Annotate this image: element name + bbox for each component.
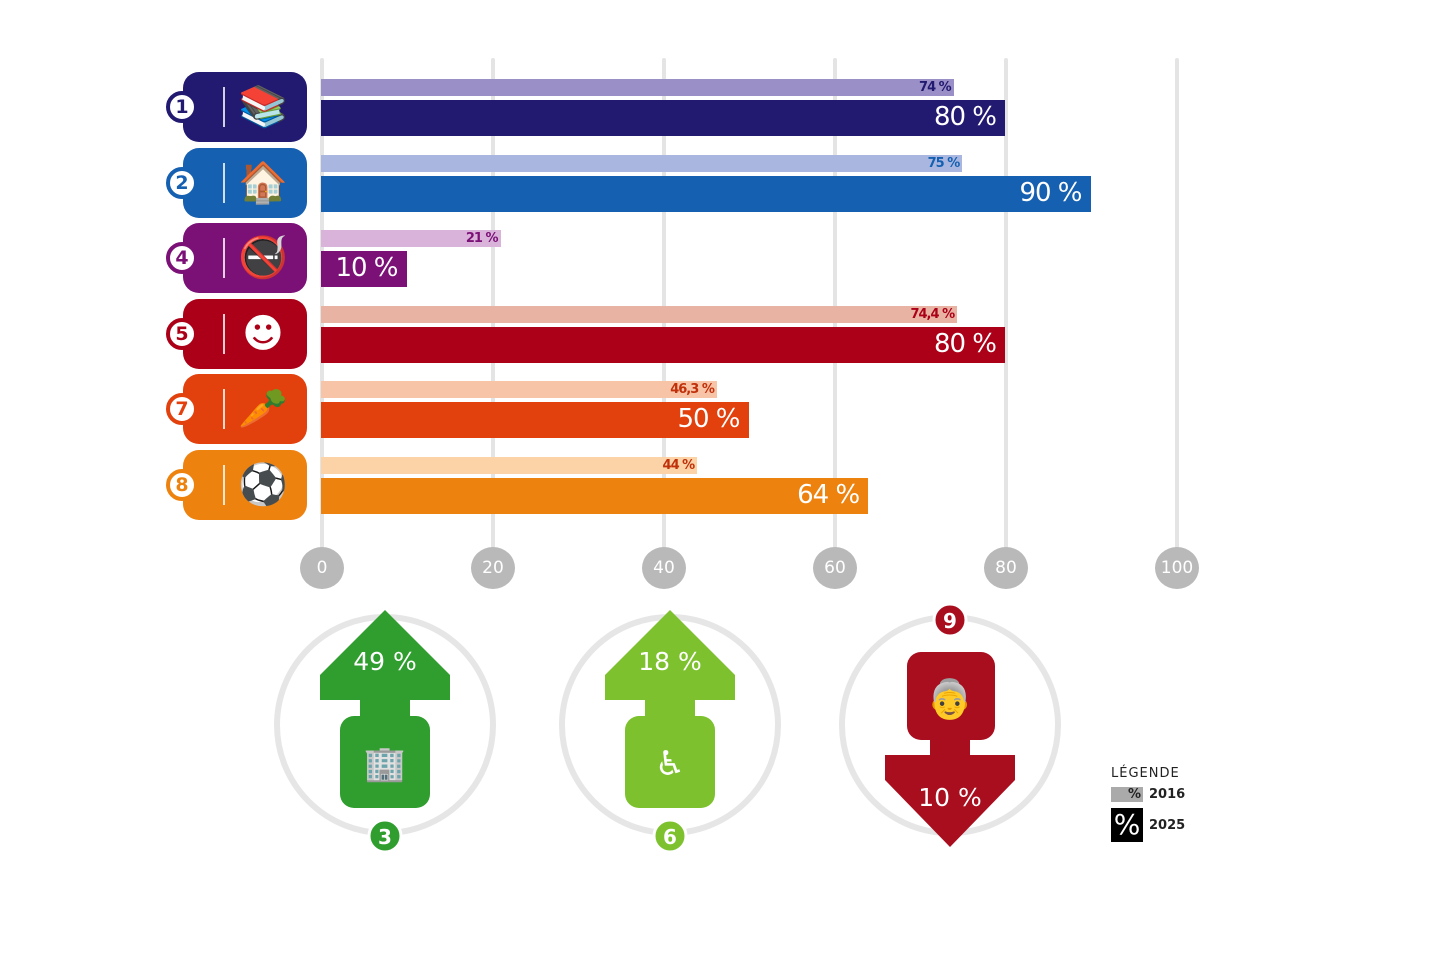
category-tab: [183, 449, 307, 520]
label-2025: 64 %: [797, 479, 860, 510]
bar-2025: [321, 175, 1091, 212]
child-football-icon: ⚽: [238, 461, 288, 508]
arrow-down: [885, 735, 1015, 847]
separator: [223, 162, 225, 203]
care-home-icon: ♿: [655, 744, 685, 784]
gridline: [1175, 58, 1179, 558]
vegetables-grapes-icon: 🥕: [238, 386, 288, 432]
category-number: 2: [166, 166, 198, 199]
legend-item-2025: % 2025: [1111, 808, 1185, 842]
x-tick-label: 60: [813, 547, 857, 589]
label-2025: 80 %: [933, 328, 997, 359]
category-tab: [183, 223, 307, 293]
label-2016: 75 %: [927, 155, 961, 171]
house-tree-icon: 🏠: [238, 159, 288, 206]
indicator-value: 10 %: [918, 783, 982, 812]
bar-2016: [321, 230, 501, 247]
category-tab: [183, 298, 307, 369]
separator: [223, 389, 225, 429]
bar-2025: [321, 100, 1005, 136]
category-number: 5: [166, 317, 198, 350]
separator: [223, 238, 225, 278]
legend-swatch-2016: %: [1111, 787, 1143, 802]
label-2016: 74 %: [919, 80, 952, 95]
gridline: [1004, 58, 1008, 558]
label-2016: 46,3 %: [670, 382, 715, 397]
smiley-icon: ☻: [242, 310, 284, 357]
x-tick-label: 100: [1155, 547, 1199, 589]
label-2025: 10 %: [335, 253, 398, 283]
label-2016: 21 %: [465, 231, 499, 246]
label-2016: 74,4 %: [910, 306, 955, 322]
indicator-value: 18 %: [638, 647, 702, 676]
indicator-value: 49 %: [353, 647, 417, 676]
category-number: 4: [166, 242, 198, 274]
x-tick-label: 80: [984, 547, 1028, 589]
no-smoking-icon: 🚭: [238, 235, 288, 281]
elderly-person-icon: 👵: [926, 677, 973, 721]
category-tab: [183, 374, 307, 444]
arrow-up: [320, 610, 450, 720]
category-tab: [183, 147, 307, 218]
bar-2025: [321, 477, 869, 514]
category-tab: [183, 72, 307, 142]
separator: [223, 464, 225, 505]
legend: LÉGENDE % 2016 % 2025: [1111, 766, 1185, 842]
indicator-number: 6: [663, 825, 677, 849]
legend-label-2025: 2025: [1149, 817, 1186, 833]
legend-title: LÉGENDE: [1111, 766, 1180, 781]
icon-box: [625, 716, 715, 808]
bar-2016: [321, 154, 963, 172]
category-number: 8: [166, 468, 198, 501]
indicator-number: 3: [378, 825, 392, 849]
buildings-icon: 🏢: [364, 744, 406, 784]
indicator-number-badge: [652, 818, 688, 854]
legend-swatch-2025: %: [1111, 808, 1143, 842]
label-2025: 80 %: [933, 102, 997, 132]
bar-2016: [321, 79, 954, 96]
separator: [223, 87, 225, 127]
indicator-number-badge: [932, 602, 968, 638]
books-apple-icon: 📚: [238, 84, 288, 130]
arrow-up: [605, 610, 735, 720]
icon-box: [907, 652, 995, 740]
separator: [223, 313, 225, 354]
bar-2016: [321, 381, 717, 398]
legend-label-2016: 2016: [1149, 787, 1186, 802]
label-2016: 44 %: [662, 457, 696, 473]
icon-box: [340, 716, 430, 808]
bar-2025: [321, 326, 1005, 363]
category-number: 1: [166, 91, 198, 123]
bar-2025: [321, 251, 407, 287]
category-number: 7: [166, 393, 198, 425]
indicator-number: 9: [943, 609, 957, 633]
x-tick-label: 0: [300, 547, 344, 589]
indicator-number-badge: [367, 818, 403, 854]
x-tick-label: 20: [471, 547, 515, 589]
legend-item-2016: % 2016: [1111, 787, 1185, 802]
bar-2016: [321, 456, 698, 474]
label-2025: 90 %: [1019, 177, 1082, 208]
x-tick-label: 40: [642, 547, 686, 589]
bar-2016: [321, 305, 958, 323]
label-2025: 50 %: [677, 404, 740, 434]
bar-2025: [321, 402, 749, 438]
